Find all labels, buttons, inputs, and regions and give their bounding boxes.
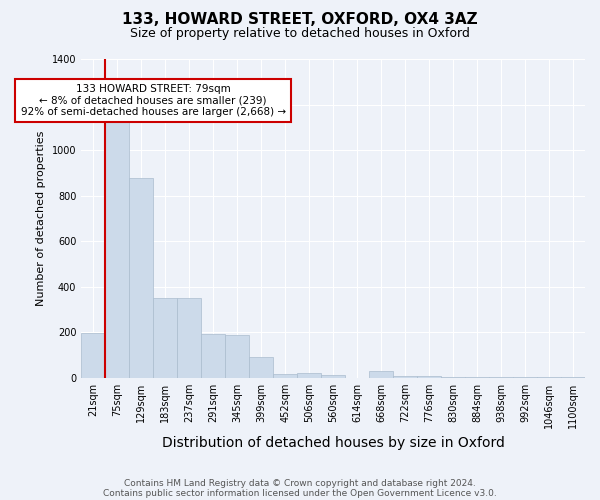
X-axis label: Distribution of detached houses by size in Oxford: Distribution of detached houses by size … (161, 436, 505, 450)
Bar (417, 376, 441, 378)
Bar (441, 377, 465, 378)
Bar (537, 377, 561, 378)
Bar (561, 377, 585, 378)
Bar (321, 376, 345, 378)
Bar (129, 178, 153, 378)
Bar (81, 333, 105, 378)
Text: 133 HOWARD STREET: 79sqm
← 8% of detached houses are smaller (239)
92% of semi-d: 133 HOWARD STREET: 79sqm ← 8% of detache… (20, 84, 286, 117)
Bar (465, 377, 489, 378)
Text: Contains public sector information licensed under the Open Government Licence v3: Contains public sector information licen… (103, 488, 497, 498)
Bar (393, 376, 417, 378)
Bar (225, 336, 249, 378)
Bar (273, 374, 297, 378)
Bar (297, 373, 321, 378)
Bar (513, 377, 537, 378)
Bar (489, 377, 513, 378)
Text: Size of property relative to detached houses in Oxford: Size of property relative to detached ho… (130, 28, 470, 40)
Y-axis label: Number of detached properties: Number of detached properties (36, 130, 46, 306)
Bar (201, 334, 225, 378)
Bar (369, 370, 393, 378)
Bar (105, 120, 129, 378)
Bar (249, 357, 273, 378)
Text: 133, HOWARD STREET, OXFORD, OX4 3AZ: 133, HOWARD STREET, OXFORD, OX4 3AZ (122, 12, 478, 28)
Text: Contains HM Land Registry data © Crown copyright and database right 2024.: Contains HM Land Registry data © Crown c… (124, 478, 476, 488)
Bar (177, 298, 201, 378)
Bar (153, 298, 177, 378)
